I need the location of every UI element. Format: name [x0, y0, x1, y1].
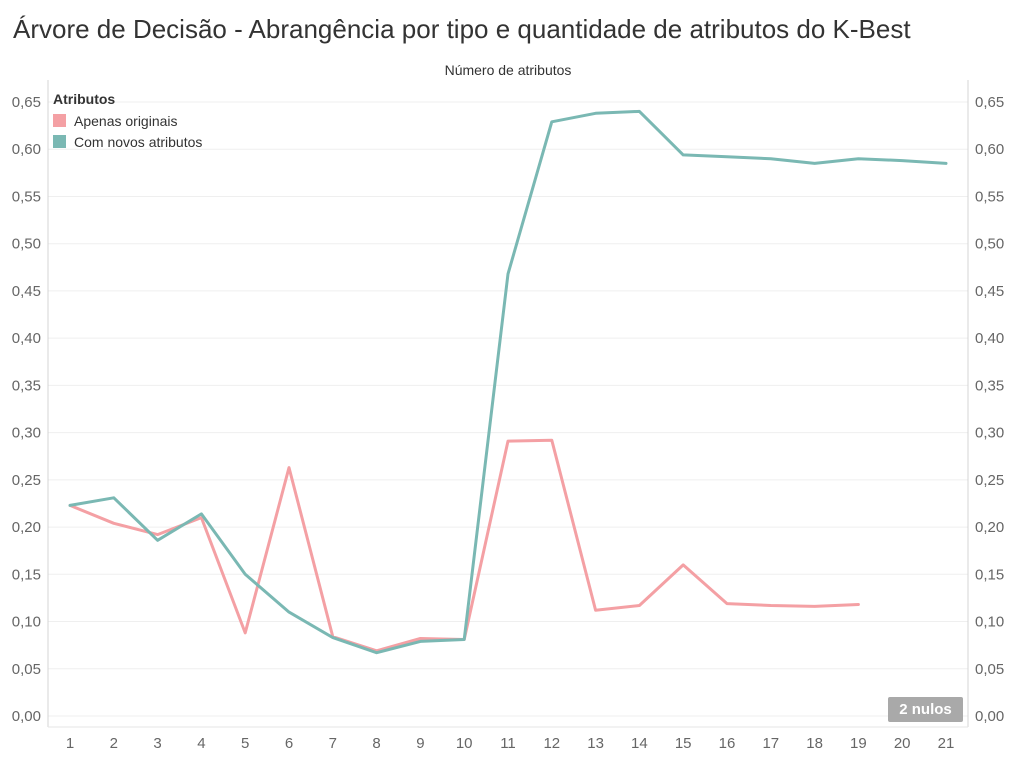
y-tick-label: 0,50	[975, 236, 1004, 253]
legend-swatch	[53, 114, 66, 127]
y-tick-label: 0,55	[975, 188, 1004, 205]
y-tick-label: 0,10	[975, 614, 1004, 631]
x-axis: 1 2 3 4 5 6 7 8 9 10 11 12 13 14 15 16 17 18 19 20 21	[66, 735, 955, 752]
y-tick-label: 0,65	[12, 94, 41, 111]
x-axis-title: Número de atributos	[445, 62, 572, 78]
y-axis-left: 0,00 0,05 0,10 0,15 0,20 0,25 0,30 0,35 0,40 0,45…	[12, 94, 41, 725]
y-tick-label: 0,30	[12, 425, 41, 442]
x-tick-label: 9	[416, 735, 424, 752]
legend-item-apenas-originais[interactable]: Apenas originais	[53, 110, 202, 131]
y-tick-label: 0,20	[12, 519, 41, 536]
y-tick-label: 0,25	[975, 472, 1004, 489]
y-axis-right: 0,00 0,05 0,10 0,15 0,20 0,25 0,30 0,35 0,40 0,45…	[975, 94, 1004, 725]
chart-title: Árvore de Decisão - Abrangência por tipo…	[13, 14, 911, 44]
x-tick-label: 11	[500, 735, 516, 752]
y-tick-label: 0,05	[975, 661, 1004, 678]
y-tick-label: 0,00	[975, 708, 1004, 725]
x-tick-label: 7	[329, 735, 337, 752]
x-tick-label: 21	[938, 735, 955, 752]
y-tick-label: 0,35	[975, 377, 1004, 394]
y-tick-label: 0,05	[12, 661, 41, 678]
y-tick-label: 0,65	[975, 94, 1004, 111]
x-tick-label: 3	[153, 735, 161, 752]
series-line-com-novos-atributos[interactable]	[68, 109, 948, 655]
y-tick-label: 0,60	[975, 141, 1004, 158]
x-tick-label: 18	[806, 735, 823, 752]
nulls-indicator-badge[interactable]: 2 nulos	[888, 697, 963, 722]
legend-item-com-novos-atributos[interactable]: Com novos atributos	[53, 131, 202, 152]
x-tick-label: 13	[587, 735, 604, 752]
x-tick-label: 1	[66, 735, 74, 752]
y-tick-label: 0,20	[975, 519, 1004, 536]
gridlines	[48, 101, 968, 717]
x-tick-label: 12	[543, 735, 560, 752]
x-tick-label: 14	[631, 735, 648, 752]
axes	[47, 80, 969, 728]
x-tick-label: 8	[372, 735, 380, 752]
legend-swatch	[53, 135, 66, 148]
y-tick-label: 0,25	[12, 472, 41, 489]
y-tick-label: 0,50	[12, 236, 41, 253]
x-tick-label: 19	[850, 735, 867, 752]
x-tick-label: 4	[197, 735, 205, 752]
y-tick-label: 0,30	[975, 425, 1004, 442]
x-tick-label: 17	[762, 735, 779, 752]
y-tick-label: 0,35	[12, 377, 41, 394]
y-tick-label: 0,00	[12, 708, 41, 725]
legend-label: Apenas originais	[74, 112, 178, 129]
y-tick-label: 0,60	[12, 141, 41, 158]
x-tick-label: 20	[894, 735, 911, 752]
series-line-apenas-originais[interactable]	[68, 438, 860, 653]
x-tick-label: 6	[285, 735, 293, 752]
x-tick-label: 5	[241, 735, 249, 752]
legend-label: Com novos atributos	[74, 133, 203, 150]
x-tick-label: 15	[675, 735, 692, 752]
x-tick-label: 2	[110, 735, 118, 752]
legend: Atributos Apenas originais Com novos atr…	[53, 91, 202, 152]
y-tick-label: 0,40	[12, 330, 41, 347]
y-tick-label: 0,45	[975, 283, 1004, 300]
legend-title: Atributos	[53, 91, 116, 107]
y-tick-label: 0,45	[12, 283, 41, 300]
y-tick-label: 0,55	[12, 188, 41, 205]
y-tick-label: 0,15	[975, 566, 1004, 583]
y-tick-label: 0,40	[975, 330, 1004, 347]
y-tick-label: 0,15	[12, 566, 41, 583]
x-tick-label: 10	[456, 735, 473, 752]
series-lines	[68, 109, 948, 655]
x-tick-label: 16	[719, 735, 736, 752]
y-tick-label: 0,10	[12, 614, 41, 631]
